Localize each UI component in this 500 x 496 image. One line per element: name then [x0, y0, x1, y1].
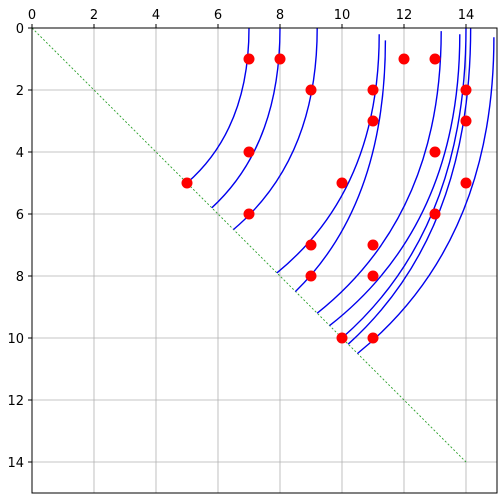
data-point	[274, 53, 286, 65]
data-point	[367, 115, 379, 127]
data-point	[305, 270, 317, 282]
data-point	[429, 53, 441, 65]
data-point	[336, 332, 348, 344]
data-point	[460, 115, 472, 127]
curve-5	[295, 40, 387, 293]
x-tick-label: 4	[152, 8, 160, 23]
x-tick-label: 14	[458, 8, 475, 23]
data-point	[429, 208, 441, 220]
y-tick-label: 4	[16, 146, 24, 161]
y-tick-label: 14	[7, 456, 24, 471]
curve-10	[357, 37, 495, 355]
x-axis-ticks: 0 2 4 6 8 10 12 14	[28, 8, 474, 28]
x-tick-label: 2	[90, 8, 98, 23]
data-point	[181, 177, 193, 189]
data-point	[460, 84, 472, 96]
data-point	[367, 332, 379, 344]
x-tick-label: 8	[276, 8, 284, 23]
plot-frame	[31, 27, 498, 494]
y-tick-label: 0	[16, 22, 24, 37]
y-tick-label: 6	[16, 208, 24, 223]
data-point	[305, 239, 317, 251]
points-group	[181, 53, 472, 344]
data-point	[429, 146, 441, 158]
y-tick-label: 8	[16, 270, 24, 285]
curve-4	[276, 34, 380, 274]
curve-1	[186, 27, 250, 184]
y-tick-label: 12	[7, 394, 24, 409]
curve-6	[316, 31, 442, 314]
curves-group	[186, 27, 495, 355]
data-point	[305, 84, 317, 96]
curve-8	[341, 27, 467, 339]
data-point	[367, 239, 379, 251]
data-point	[243, 208, 255, 220]
data-point	[398, 53, 410, 65]
x-tick-label: 12	[396, 8, 413, 23]
data-point	[243, 53, 255, 65]
y-tick-label: 2	[16, 84, 24, 99]
curve-7	[329, 34, 461, 327]
x-tick-label: 0	[28, 8, 36, 23]
curve-9	[347, 27, 472, 345]
data-point	[460, 177, 472, 189]
y-tick-label: 10	[7, 332, 24, 347]
data-point	[336, 177, 348, 189]
x-tick-label: 10	[334, 8, 351, 23]
x-tick-label: 6	[214, 8, 222, 23]
data-point	[367, 84, 379, 96]
data-point	[243, 146, 255, 158]
data-point	[367, 270, 379, 282]
y-axis-ticks: 0 2 4 6 8 10 12 14	[7, 22, 32, 471]
